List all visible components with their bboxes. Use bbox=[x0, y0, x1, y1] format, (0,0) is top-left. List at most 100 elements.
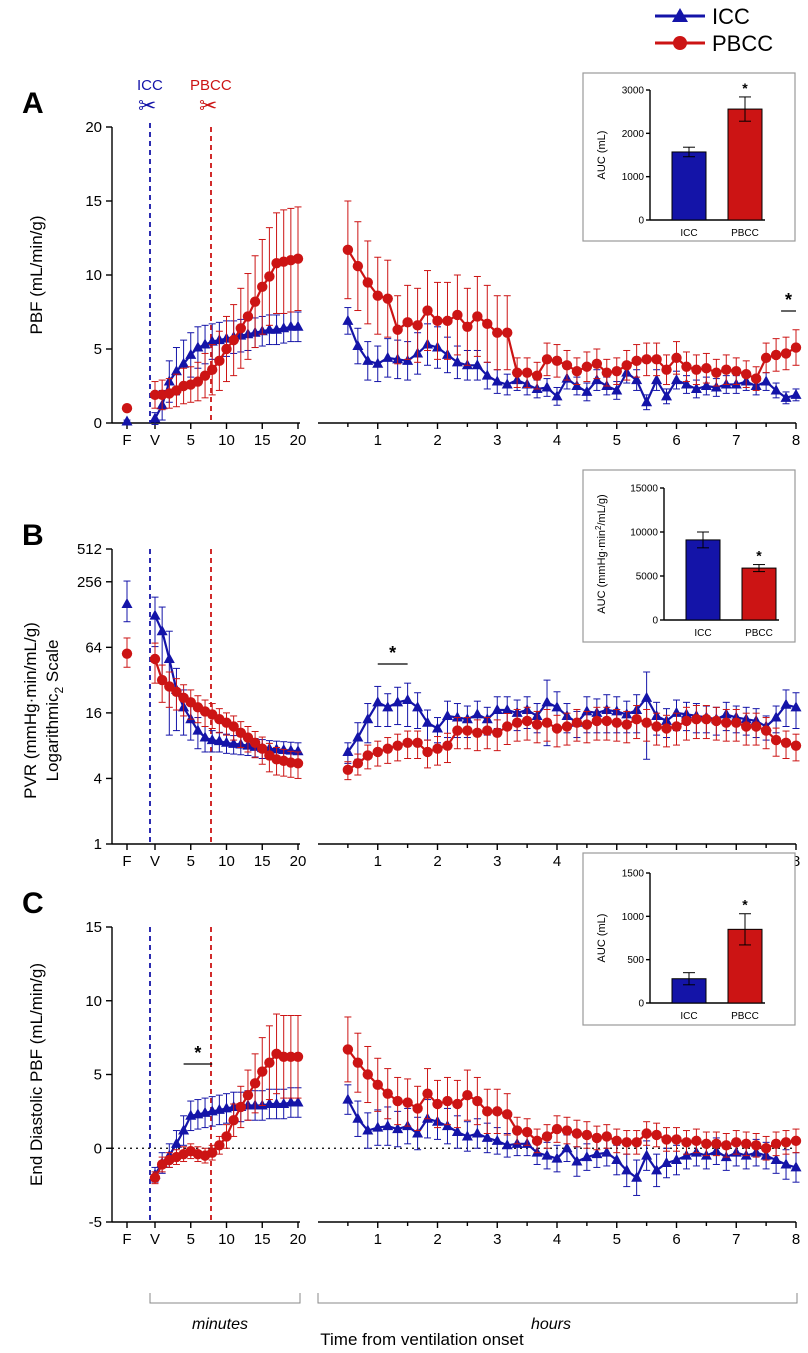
panel-letter: C bbox=[22, 887, 44, 920]
data-point-pbcc bbox=[192, 376, 204, 387]
data-point-icc bbox=[382, 351, 394, 362]
data-point-icc bbox=[285, 320, 297, 331]
data-point-pbcc bbox=[207, 364, 218, 375]
data-point-pbcc bbox=[741, 1138, 752, 1150]
data-point-icc bbox=[192, 341, 204, 352]
data-point-pbcc bbox=[278, 1051, 289, 1063]
data-point-icc bbox=[501, 704, 513, 715]
data-point-pbcc bbox=[571, 1128, 583, 1139]
data-point-pbcc bbox=[228, 1115, 239, 1126]
data-point-pbcc bbox=[780, 348, 792, 359]
data-point-pbcc bbox=[521, 715, 533, 727]
inset-y-axis-label-main: AUC (mL) bbox=[596, 131, 608, 180]
y-tick-label: 20 bbox=[85, 119, 102, 136]
data-point-pbcc bbox=[651, 1129, 662, 1141]
data-point-pbcc bbox=[121, 648, 133, 659]
x-tick-label: 1 bbox=[374, 853, 382, 870]
x-tick-label: 5 bbox=[613, 1231, 621, 1248]
data-point-pbcc bbox=[531, 1135, 543, 1147]
y-tick-label: 5 bbox=[94, 1067, 102, 1084]
x-tick-label: 2 bbox=[433, 853, 441, 870]
legend-pbcc-label: PBCC bbox=[712, 31, 773, 56]
data-point-pbcc bbox=[199, 370, 211, 381]
data-point-icc bbox=[451, 711, 463, 722]
data-point-pbcc bbox=[502, 1109, 513, 1120]
data-point-pbcc bbox=[214, 355, 225, 367]
data-point-icc bbox=[581, 385, 593, 396]
data-point-icc bbox=[461, 1130, 473, 1141]
x-tick-label: F bbox=[122, 1231, 131, 1248]
data-point-icc bbox=[362, 354, 374, 365]
data-point-icc bbox=[790, 1161, 802, 1172]
data-point-pbcc bbox=[731, 1137, 742, 1148]
data-point-pbcc bbox=[249, 1078, 261, 1089]
data-point-pbcc bbox=[392, 740, 403, 751]
data-point-pbcc bbox=[149, 389, 161, 401]
inset-y-axis-label-sup: 2 bbox=[594, 525, 603, 530]
y-tick-label: 15 bbox=[85, 193, 102, 210]
data-point-pbcc bbox=[392, 324, 403, 335]
data-point-pbcc bbox=[711, 1138, 722, 1150]
data-point-icc bbox=[471, 1127, 483, 1138]
data-point-pbcc bbox=[551, 723, 563, 734]
inset-y-tick-label: 1000 bbox=[622, 912, 645, 923]
y-axis-label: End Diastolic PBF (mL/min/g) bbox=[27, 963, 46, 1186]
data-point-pbcc bbox=[342, 764, 354, 776]
inset-bar-pbcc bbox=[741, 567, 777, 621]
inset-significance-star: * bbox=[742, 897, 748, 913]
data-point-icc bbox=[481, 369, 493, 380]
data-point-icc bbox=[471, 708, 483, 719]
data-point-pbcc bbox=[611, 717, 622, 728]
data-point-pbcc bbox=[342, 244, 354, 256]
x-tick-label: 4 bbox=[553, 853, 561, 870]
data-point-pbcc bbox=[149, 1172, 161, 1183]
x-tick-label: 2 bbox=[433, 432, 441, 449]
significance-star: * bbox=[389, 643, 396, 663]
inset-y-tick-label: 0 bbox=[652, 616, 658, 627]
inset-significance-star: * bbox=[742, 80, 748, 96]
pbcc-clamp-label: PBCC bbox=[190, 77, 232, 94]
data-point-icc bbox=[372, 1121, 384, 1132]
legend: ICC PBCC bbox=[655, 4, 773, 56]
data-point-icc bbox=[611, 1154, 623, 1165]
data-point-pbcc bbox=[591, 1132, 603, 1144]
clamp-markers: ICC ✂ PBCC ✂ bbox=[137, 77, 232, 118]
inset-y-tick-label: 0 bbox=[638, 216, 644, 227]
inset-y-axis-label: AUC (mmHg·min2/mL/g) bbox=[594, 494, 608, 613]
data-point-pbcc bbox=[264, 1057, 275, 1068]
data-point-icc bbox=[501, 378, 513, 389]
data-point-pbcc bbox=[561, 1125, 573, 1136]
x-tick-label: 2 bbox=[433, 1231, 441, 1248]
data-point-pbcc bbox=[249, 737, 261, 748]
data-point-icc bbox=[491, 704, 503, 715]
data-point-pbcc bbox=[770, 1138, 782, 1150]
data-point-pbcc bbox=[402, 737, 413, 748]
data-point-pbcc bbox=[342, 1044, 354, 1055]
data-point-icc bbox=[178, 1124, 190, 1135]
data-point-icc bbox=[790, 701, 802, 712]
data-point-pbcc bbox=[482, 1106, 493, 1117]
x-tick-label: 10 bbox=[218, 1231, 235, 1248]
data-point-icc bbox=[352, 1112, 364, 1123]
inset-y-tick-label: 0 bbox=[638, 999, 644, 1010]
series-line bbox=[346, 249, 797, 381]
data-point-pbcc bbox=[292, 758, 304, 769]
y-axis-label-2-suffix: Scale bbox=[43, 640, 62, 687]
inset-category-label: ICC bbox=[680, 1011, 697, 1022]
data-point-pbcc bbox=[631, 355, 642, 367]
series-pbcc bbox=[121, 637, 802, 781]
data-point-icc bbox=[671, 374, 682, 385]
data-point-pbcc bbox=[442, 315, 453, 327]
data-point-pbcc bbox=[631, 1137, 642, 1148]
inset-category-label: ICC bbox=[694, 628, 711, 639]
y-tick-label: 512 bbox=[77, 541, 102, 558]
y-axis-label: PVR (mmHg·min/mL/g) bbox=[21, 622, 40, 799]
x-tick-label: F bbox=[122, 853, 131, 870]
data-point-icc bbox=[581, 705, 593, 716]
data-point-pbcc bbox=[681, 715, 692, 727]
data-point-pbcc bbox=[770, 734, 782, 746]
data-point-pbcc bbox=[228, 721, 239, 732]
data-point-pbcc bbox=[671, 721, 682, 732]
data-point-icc bbox=[491, 1134, 503, 1145]
